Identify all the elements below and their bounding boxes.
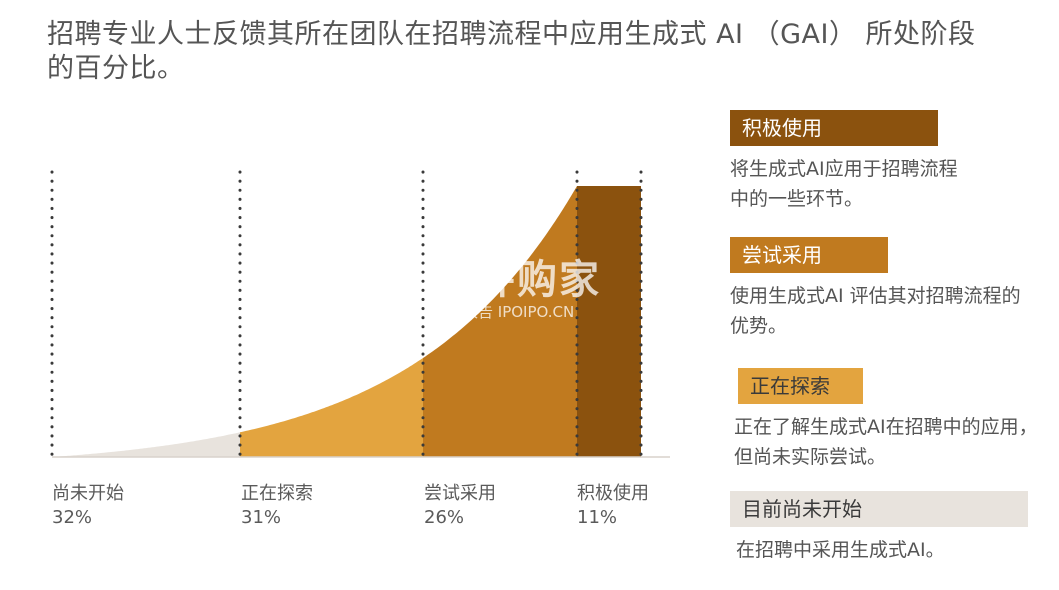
stage-percent: 11% — [577, 507, 618, 528]
stage-percent: 26% — [424, 507, 465, 528]
legend-item-not-started: 目前尚未开始 在招聘中采用生成式AI。 — [730, 491, 1030, 565]
legend-item-trying: 尝试采用 使用生成式AI 评估其对招聘流程的优势。 — [730, 237, 1030, 341]
legend-swatch-active: 积极使用 — [730, 110, 938, 146]
legend-desc-exploring: 正在了解生成式AI在招聘中的应用，但尚未实际尝试。 — [734, 416, 1038, 468]
area-trying — [423, 186, 577, 457]
stage-label-exploring: 正在探索 31% — [241, 482, 313, 530]
area-not-started — [52, 432, 240, 457]
chart-title: 招聘专业人士反馈其所在团队在招聘流程中应用生成式 AI （GAI） 所处阶段的百… — [47, 19, 976, 84]
legend-swatch-exploring: 正在探索 — [738, 368, 863, 404]
stage-name: 正在探索 — [241, 483, 313, 504]
stage-label-active: 积极使用 11% — [577, 482, 649, 530]
stage-percent: 32% — [52, 507, 93, 528]
area-active — [577, 186, 641, 457]
stage-label-not-started: 尚未开始 32% — [52, 482, 124, 530]
legend-desc-active: 将生成式AI应用于招聘流程中的一些环节。 — [730, 158, 958, 210]
stage-name: 积极使用 — [577, 483, 649, 504]
legend-desc-not-started: 在招聘中采用生成式AI。 — [736, 539, 945, 561]
legend-item-active: 积极使用 将生成式AI应用于招聘流程中的一些环节。 — [730, 110, 1030, 214]
legend-desc-trying: 使用生成式AI 评估其对招聘流程的优势。 — [730, 285, 1021, 337]
stage-label-trying: 尝试采用 26% — [424, 482, 496, 530]
stage-area-chart — [50, 170, 670, 459]
stage-percent: 31% — [241, 507, 282, 528]
stage-name: 尚未开始 — [52, 483, 124, 504]
legend-swatch-trying: 尝试采用 — [730, 237, 888, 273]
legend-swatch-not-started: 目前尚未开始 — [730, 491, 1028, 527]
legend-item-exploring: 正在探索 正在了解生成式AI在招聘中的应用，但尚未实际尝试。 — [730, 368, 1050, 472]
stage-name: 尝试采用 — [424, 483, 496, 504]
area-exploring — [240, 358, 423, 457]
